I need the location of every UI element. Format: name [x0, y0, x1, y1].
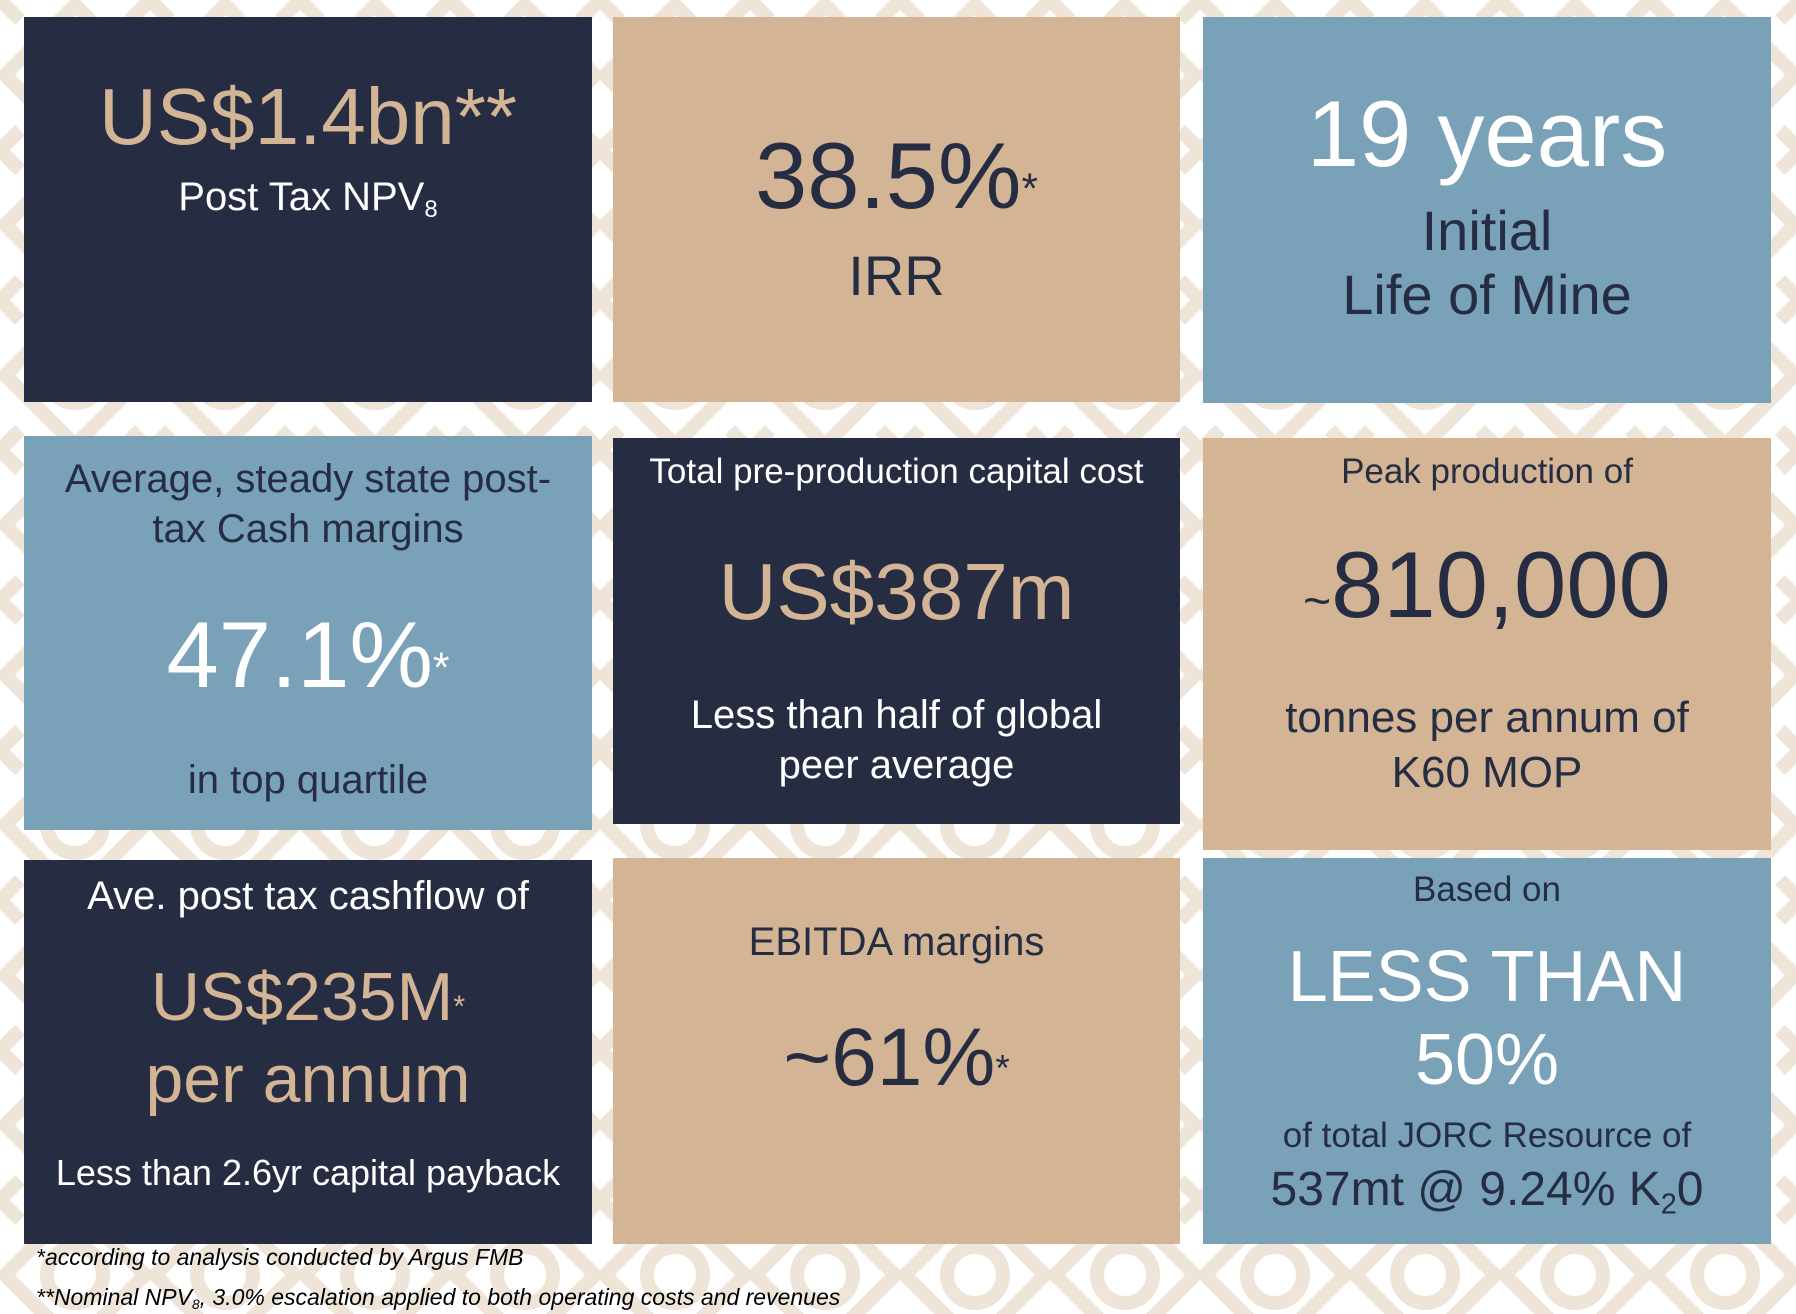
- margins-line1: Average, steady state post-: [64, 457, 552, 501]
- capex-line1: Less than half of global: [690, 693, 1103, 737]
- resource-line3: of total JORC Resource of: [1282, 1115, 1692, 1155]
- capex-line2: peer average: [778, 743, 1015, 787]
- capex-tile: Total pre-production capital cost US$387…: [613, 438, 1180, 824]
- capex-heading: Total pre-production capital cost: [649, 452, 1144, 491]
- margins-note: in top quartile: [187, 758, 429, 802]
- irr-value: 38.5%*: [754, 123, 1038, 228]
- production-line1: tonnes per annum of: [1285, 693, 1689, 742]
- life-line1: Initial: [1421, 199, 1553, 262]
- resource-tile: Based on LESS THAN 50% of total JORC Res…: [1203, 858, 1771, 1244]
- production-line2: K60 MOP: [1391, 748, 1583, 797]
- cashflow-value: US$235M*: [150, 959, 466, 1035]
- cash-margins-tile: Average, steady state post- tax Cash mar…: [24, 436, 592, 830]
- footnote-argus: *according to analysis conducted by Argu…: [36, 1244, 524, 1270]
- cashflow-heading: Ave. post tax cashflow of: [87, 874, 529, 918]
- production-value: ~810,000: [1303, 532, 1671, 637]
- margins-line2: tax Cash margins: [152, 507, 464, 551]
- resource-line2: 50%: [1414, 1019, 1560, 1100]
- capex-value: US$387m: [718, 547, 1075, 636]
- production-heading: Peak production of: [1341, 452, 1633, 491]
- life-of-mine-tile: 19 years Initial Life of Mine: [1203, 17, 1771, 403]
- resource-heading: Based on: [1413, 870, 1561, 909]
- footnote-nominal-npv: **Nominal NPV8, 3.0% escalation applied …: [36, 1284, 841, 1313]
- npv-label: Post Tax NPV8: [178, 175, 438, 224]
- ebitda-tile: EBITDA margins ~61%*: [613, 858, 1180, 1244]
- npv-tile: US$1.4bn** Post Tax NPV8: [24, 17, 592, 402]
- ebitda-value: ~61%*: [783, 1012, 1010, 1103]
- life-line2: Life of Mine: [1342, 263, 1632, 327]
- ebitda-heading: EBITDA margins: [748, 920, 1045, 964]
- production-tile: Peak production of ~810,000 tonnes per a…: [1203, 438, 1771, 850]
- resource-line4: 537mt @ 9.24% K20: [1270, 1162, 1704, 1221]
- cashflow-line2: per annum: [145, 1040, 471, 1117]
- cashflow-note: Less than 2.6yr capital payback: [55, 1152, 561, 1194]
- irr-label: IRR: [848, 244, 945, 307]
- resource-line1: LESS THAN: [1287, 937, 1687, 1017]
- npv-value: US$1.4bn**: [98, 72, 518, 161]
- irr-tile: 38.5%* IRR: [613, 17, 1180, 402]
- margins-value: 47.1%*: [166, 602, 450, 707]
- life-value: 19 years: [1306, 81, 1668, 186]
- cashflow-tile: Ave. post tax cashflow of US$235M* per a…: [24, 860, 592, 1244]
